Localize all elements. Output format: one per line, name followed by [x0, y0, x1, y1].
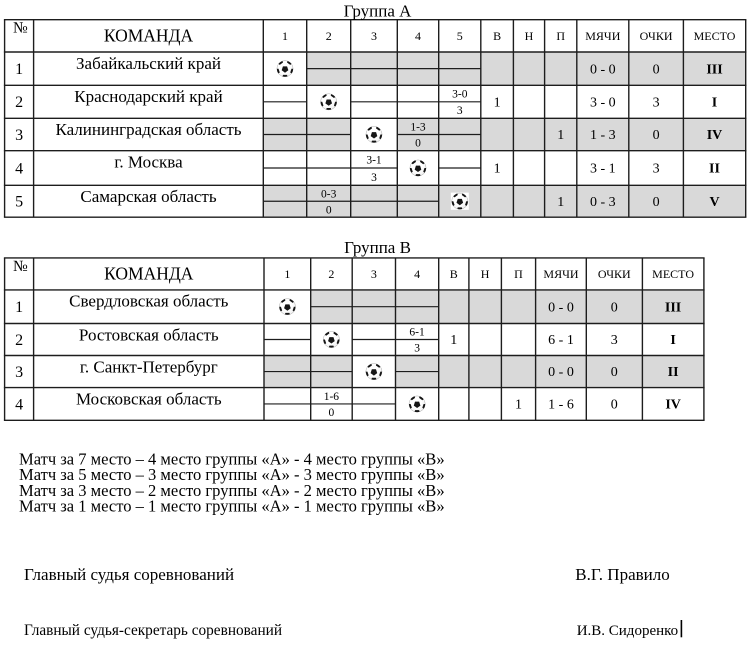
svg-text:№: №: [13, 258, 28, 275]
svg-text:2: 2: [328, 267, 334, 281]
svg-text:1: 1: [494, 162, 501, 177]
svg-text:Забайкальский край: Забайкальский край: [76, 54, 221, 73]
svg-text:Матч за 3 место – 2 место груп: Матч за 3 место – 2 место группы «А» - 2…: [19, 481, 445, 500]
svg-text:Н: Н: [525, 29, 534, 43]
svg-text:3: 3: [611, 333, 618, 348]
svg-text:3 - 1: 3 - 1: [590, 162, 616, 177]
svg-text:1 - 6: 1 - 6: [548, 398, 574, 413]
svg-text:Матч за 1 место – 1 место груп: Матч за 1 место – 1 место группы «А» - 1…: [19, 497, 445, 516]
svg-text:5: 5: [457, 29, 463, 43]
svg-text:III: III: [706, 62, 722, 77]
svg-text:6-1: 6-1: [409, 327, 425, 339]
svg-text:3-0: 3-0: [452, 89, 468, 101]
svg-text:1-6: 1-6: [324, 391, 340, 403]
svg-text:КОМАНДА: КОМАНДА: [104, 264, 194, 284]
svg-text:Группа А: Группа А: [344, 1, 413, 20]
svg-text:0 - 0: 0 - 0: [548, 365, 574, 380]
svg-text:0: 0: [653, 195, 660, 210]
svg-text:Свердловская область: Свердловская область: [69, 292, 229, 311]
svg-text:III: III: [665, 300, 681, 315]
svg-text:1: 1: [282, 29, 288, 43]
svg-text:В: В: [450, 267, 458, 281]
svg-text:№: №: [13, 20, 28, 37]
svg-text:V: V: [709, 195, 719, 210]
svg-text:Калининградская область: Калининградская область: [56, 120, 242, 139]
svg-text:2: 2: [15, 94, 23, 111]
svg-text:4: 4: [414, 267, 420, 281]
svg-text:0: 0: [326, 204, 332, 216]
svg-text:0 - 0: 0 - 0: [548, 300, 574, 315]
svg-text:6 - 1: 6 - 1: [548, 333, 574, 348]
svg-text:Московская область: Московская область: [76, 389, 222, 408]
svg-text:г. Москва: г. Москва: [114, 153, 183, 172]
svg-text:МЕСТО: МЕСТО: [652, 267, 694, 281]
svg-text:Н: Н: [481, 267, 490, 281]
svg-text:4: 4: [15, 396, 23, 413]
svg-text:МЕСТО: МЕСТО: [694, 29, 736, 43]
svg-text:КОМАНДА: КОМАНДА: [104, 26, 194, 46]
svg-text:0: 0: [611, 300, 618, 315]
svg-text:0 - 3: 0 - 3: [590, 195, 616, 210]
svg-text:0: 0: [653, 62, 660, 77]
svg-text:3-1: 3-1: [366, 154, 382, 166]
svg-text:2: 2: [326, 29, 332, 43]
svg-text:П: П: [514, 267, 523, 281]
svg-text:3: 3: [371, 172, 377, 184]
svg-text:3: 3: [15, 127, 23, 144]
svg-text:В: В: [493, 29, 501, 43]
svg-text:П: П: [556, 29, 565, 43]
svg-text:I: I: [712, 96, 717, 111]
svg-text:II: II: [709, 162, 720, 177]
svg-text:3 - 0: 3 - 0: [590, 96, 616, 111]
svg-text:ОЧКИ: ОЧКИ: [598, 267, 631, 281]
svg-text:IV: IV: [665, 398, 681, 413]
svg-text:1: 1: [15, 61, 23, 78]
svg-text:5: 5: [15, 194, 23, 211]
svg-text:Краснодарский край: Краснодарский край: [74, 87, 222, 106]
svg-text:Ростовская область: Ростовская область: [79, 325, 219, 344]
svg-text:3: 3: [457, 105, 463, 117]
svg-text:3: 3: [653, 96, 660, 111]
svg-text:0-3: 0-3: [321, 188, 337, 200]
svg-text:г. Санкт-Петербург: г. Санкт-Петербург: [80, 357, 218, 376]
svg-text:3: 3: [653, 162, 660, 177]
svg-text:МЯЧИ: МЯЧИ: [585, 29, 620, 43]
svg-text:3: 3: [371, 267, 377, 281]
svg-text:1 - 3: 1 - 3: [590, 128, 616, 143]
svg-text:0: 0: [653, 128, 660, 143]
svg-text:1: 1: [450, 333, 457, 348]
svg-text:Самарская область: Самарская область: [80, 187, 216, 206]
svg-text:Матч за 5 место – 3 место груп: Матч за 5 место – 3 место группы «А» - 3…: [19, 465, 445, 484]
svg-text:0: 0: [611, 398, 618, 413]
svg-text:4: 4: [415, 29, 421, 43]
svg-text:II: II: [668, 365, 679, 380]
svg-text:Главный судья-секретарь соревн: Главный судья-секретарь соревнований: [24, 622, 282, 639]
svg-text:Главный судья соревнований: Главный судья соревнований: [24, 565, 234, 584]
svg-text:Матч за 7 место – 4 место груп: Матч за 7 место – 4 место группы «А» - 4…: [19, 449, 445, 468]
svg-text:1: 1: [557, 128, 564, 143]
svg-text:0: 0: [329, 407, 335, 419]
svg-text:1-3: 1-3: [410, 122, 426, 134]
svg-text:3: 3: [414, 343, 420, 355]
svg-text:И.В. Сидоренко: И.В. Сидоренко: [577, 623, 678, 639]
svg-text:1: 1: [15, 299, 23, 316]
svg-text:1: 1: [557, 195, 564, 210]
svg-text:1: 1: [284, 267, 290, 281]
svg-text:IV: IV: [707, 128, 723, 143]
svg-text:МЯЧИ: МЯЧИ: [543, 267, 578, 281]
svg-text:0: 0: [611, 365, 618, 380]
svg-text:I: I: [670, 333, 675, 348]
svg-text:ОЧКИ: ОЧКИ: [640, 29, 673, 43]
svg-text:0: 0: [415, 138, 421, 150]
svg-text:4: 4: [15, 160, 23, 177]
svg-text:Группа В: Группа В: [344, 238, 411, 257]
svg-text:2: 2: [15, 332, 23, 349]
svg-text:В.Г. Правило: В.Г. Правило: [575, 565, 669, 584]
svg-text:3: 3: [15, 364, 23, 381]
svg-text:1: 1: [515, 398, 522, 413]
svg-text:0 - 0: 0 - 0: [590, 62, 616, 77]
svg-text:1: 1: [494, 96, 501, 111]
svg-text:3: 3: [371, 29, 377, 43]
